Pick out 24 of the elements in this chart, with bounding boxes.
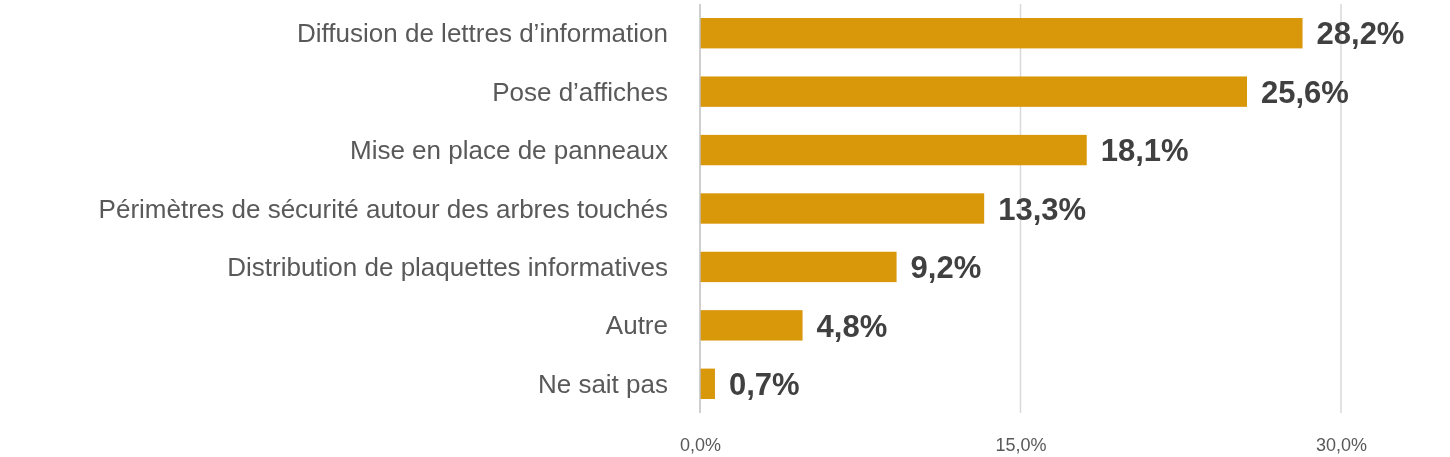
y-tick-label: Périmètres de sécurité autour des arbres touchés <box>98 193 668 224</box>
x-tick-label: 0,0% <box>679 434 722 455</box>
data-label: 18,1% <box>1100 133 1189 169</box>
x-tick-label: 15,0% <box>995 434 1047 455</box>
bar <box>700 18 1303 49</box>
bar <box>700 368 715 399</box>
y-tick-label: Mise en place de panneaux <box>349 135 668 166</box>
y-tick-label: Diffusion de lettres d’information <box>297 18 668 49</box>
data-label: 0,7% <box>728 366 800 402</box>
x-tick-label: 30,0% <box>1315 434 1368 455</box>
data-label: 13,3% <box>998 191 1087 227</box>
data-label: 9,2% <box>910 250 982 286</box>
y-tick-label: Ne sait pas <box>537 368 668 399</box>
bar <box>700 310 803 341</box>
y-tick-label: Distribution de plaquettes informatives <box>227 252 668 283</box>
data-label: 4,8% <box>816 308 888 344</box>
y-tick-label: Autre <box>605 310 668 341</box>
data-label: 25,6% <box>1260 74 1349 110</box>
bar <box>700 134 1087 166</box>
bar <box>700 251 897 283</box>
bar <box>700 193 985 224</box>
data-label: 28,2% <box>1316 16 1405 52</box>
bar <box>700 76 1247 107</box>
y-tick-label: Pose d’affiches <box>492 76 668 107</box>
